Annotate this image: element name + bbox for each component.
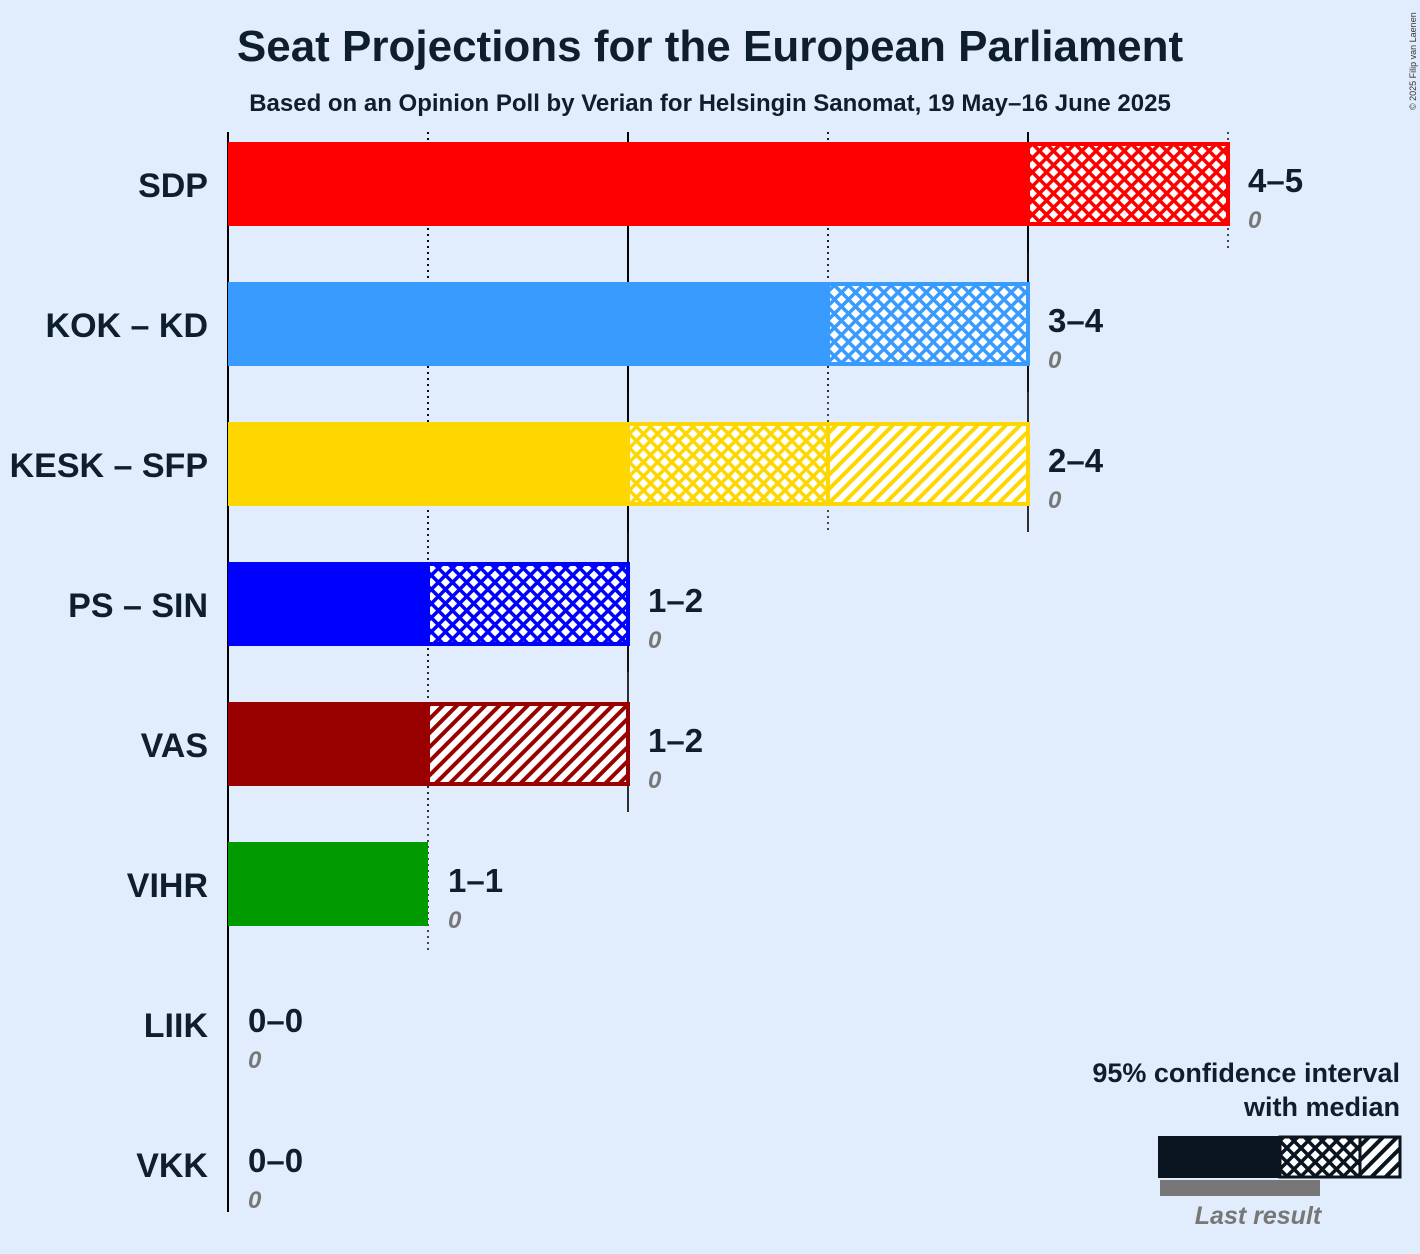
- last-result-label: 0: [1048, 487, 1062, 514]
- range-label: 0–0: [248, 1142, 303, 1179]
- bar-ci-lower-ps-sin: [426, 562, 630, 646]
- bar-solid-vihr: [228, 842, 428, 926]
- range-label: 2–4: [1048, 442, 1104, 479]
- last-result-label: 0: [448, 907, 462, 934]
- party-label: KESK – SFP: [10, 447, 208, 485]
- party-label: PS – SIN: [68, 587, 208, 625]
- legend-title-line2: with median: [1243, 1092, 1400, 1122]
- range-label: 3–4: [1048, 302, 1104, 339]
- legend-cross-swatch: [1278, 1135, 1362, 1179]
- legend-title-line1: 95% confidence interval: [1092, 1058, 1400, 1088]
- last-result-label: 0: [1048, 347, 1062, 374]
- last-result-label: 0: [648, 767, 662, 794]
- legend-last-result-label: Last result: [1195, 1202, 1323, 1230]
- party-label: VAS: [141, 727, 208, 765]
- bar-ci-upper-kesk-sfp: [826, 422, 1030, 506]
- bar-solid-ps-sin: [228, 562, 428, 646]
- legend-graphic: Last result: [1158, 1135, 1402, 1230]
- range-label: 0–0: [248, 1002, 303, 1039]
- range-label: 1–2: [648, 722, 703, 759]
- bar-ci-upper-vas: [426, 702, 630, 786]
- bar-solid-sdp: [228, 142, 1028, 226]
- last-result-label: 0: [248, 1187, 262, 1214]
- chart-title: Seat Projections for the European Parlia…: [236, 22, 1184, 71]
- last-result-label: 0: [648, 627, 662, 654]
- party-label: LIIK: [144, 1007, 209, 1045]
- bar-ci-lower-kesk-sfp: [626, 422, 830, 506]
- bar-ci-upper-sdp: [1026, 142, 1230, 226]
- range-label: 1–2: [648, 582, 703, 619]
- bar-ci-lower-kok-kd: [826, 282, 1030, 366]
- bar-solid-kesk-sfp: [228, 422, 628, 506]
- range-label: 4–5: [1248, 162, 1303, 199]
- party-label: VIHR: [127, 867, 208, 905]
- legend-solid-swatch: [1158, 1136, 1280, 1178]
- last-result-label: 0: [248, 1047, 262, 1074]
- party-label: SDP: [138, 167, 208, 205]
- range-label: 1–1: [448, 862, 503, 899]
- party-label: KOK – KD: [46, 307, 208, 345]
- chart-subtitle: Based on an Opinion Poll by Verian for H…: [249, 90, 1171, 117]
- party-label: VKK: [136, 1147, 208, 1185]
- bar-solid-kok-kd: [228, 282, 828, 366]
- bar-solid-vas: [228, 702, 428, 786]
- legend-title: 95% confidence interval with median: [1092, 1056, 1400, 1124]
- last-result-label: 0: [1248, 207, 1262, 234]
- bar-series: SDP 4–5 0 KOK – KD 3–4 0 KESK – SFP 2–4 0 PS – SI…: [10, 142, 1303, 1214]
- legend-last-result-swatch: [1160, 1180, 1320, 1196]
- legend-diag-swatch: [1358, 1135, 1402, 1179]
